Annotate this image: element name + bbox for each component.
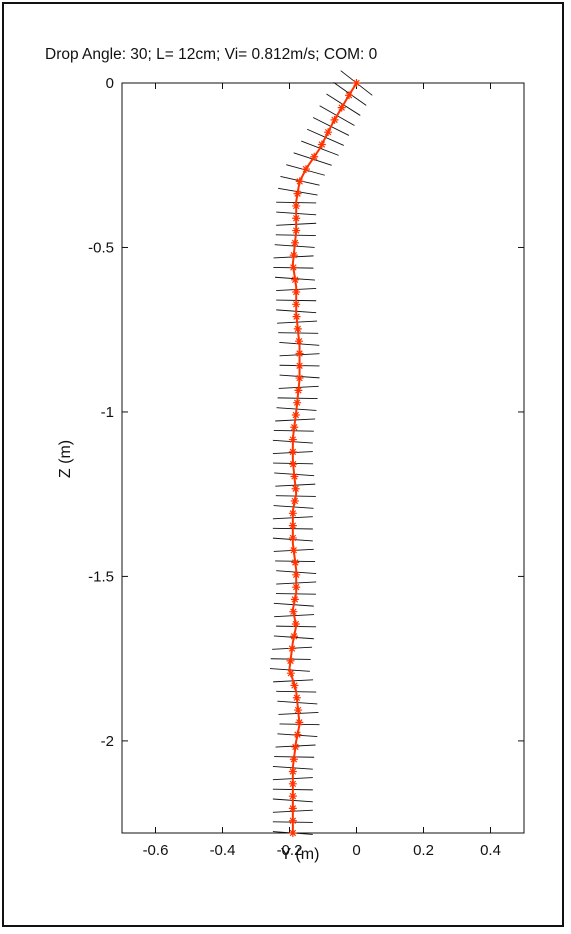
data-marker [288,792,297,801]
data-marker [317,140,326,149]
data-marker [301,165,310,174]
x-tick-label: -0.4 [210,842,236,859]
plot-box [121,82,525,834]
plot-area: -0.6 -0.4 -0.2 0 0.2 0.4 0 -0.5 -1 -1.5 -2 [88,70,525,859]
data-marker [290,595,299,604]
y-tick-label: -2 [101,733,114,750]
data-marker [288,816,297,825]
data-marker [290,238,299,247]
x-tick-label: 0.4 [480,842,501,859]
data-marker [291,410,300,419]
data-marker [288,521,297,530]
data-marker [291,558,300,567]
data-marker [289,546,298,555]
data-marker [290,423,299,432]
figure-frame: Drop Angle: 30; L= 12cm; Vi= 0.812m/s; C… [2,2,564,927]
data-marker [294,706,303,715]
data-marker [288,435,297,444]
data-marker [288,447,297,456]
data-marker [295,374,304,383]
y-tick-label: 0 [106,75,114,92]
data-marker [295,349,304,358]
data-marker [295,361,304,370]
data-marker [292,583,301,592]
data-marker [288,644,297,653]
data-marker [290,497,299,506]
data-marker [286,669,295,678]
chart: Drop Angle: 30; L= 12cm; Vi= 0.812m/s; C… [45,46,525,863]
y-tick-label: -0.5 [88,239,114,256]
x-tick-label: -0.2 [277,842,303,859]
data-marker [352,79,361,87]
data-marker [295,718,304,727]
data-marker [337,103,346,112]
y-tick-label: -1.5 [88,568,114,585]
data-marker [292,214,301,223]
data-marker [288,509,297,518]
x-axis-label: Y (m) [281,846,320,863]
data-marker [292,312,301,321]
data-marker [295,337,304,346]
data-marker [324,128,333,137]
data-marker [288,533,297,542]
data-marker [291,619,300,628]
y-tick-label: -1 [101,404,114,421]
data-marker [292,300,301,309]
x-tick-label: 0.2 [413,842,434,859]
data-marker [288,779,297,788]
data-marker [344,91,353,100]
data-marker [289,755,298,764]
data-marker [290,472,299,481]
data-marker [295,177,304,186]
data-marker [286,656,295,665]
data-marker [289,460,298,469]
chart-title: Drop Angle: 30; L= 12cm; Vi= 0.812m/s; C… [45,46,378,63]
data-marker [310,152,319,161]
data-marker [292,226,301,235]
data-marker [288,829,297,837]
data-marker [288,767,297,776]
x-tick-label: -0.6 [143,842,169,859]
data-marker [289,607,298,616]
data-marker [293,730,302,739]
data-marker [292,693,301,702]
data-marker [289,263,298,272]
data-marker [292,570,301,579]
data-marker [293,398,302,407]
data-marker [291,484,300,493]
data-marker [288,804,297,813]
y-axis-label: Z (m) [57,440,74,478]
x-tick-label: 0 [352,842,360,859]
data-marker [330,115,339,124]
data-marker [294,386,303,395]
data-marker [290,681,299,690]
data-marker [293,189,302,198]
data-marker [289,251,298,260]
data-marker [293,324,302,333]
data-marker [291,275,300,284]
data-marker [292,201,301,210]
data-marker [291,742,300,751]
data-marker [292,288,301,297]
data-marker [290,632,299,641]
